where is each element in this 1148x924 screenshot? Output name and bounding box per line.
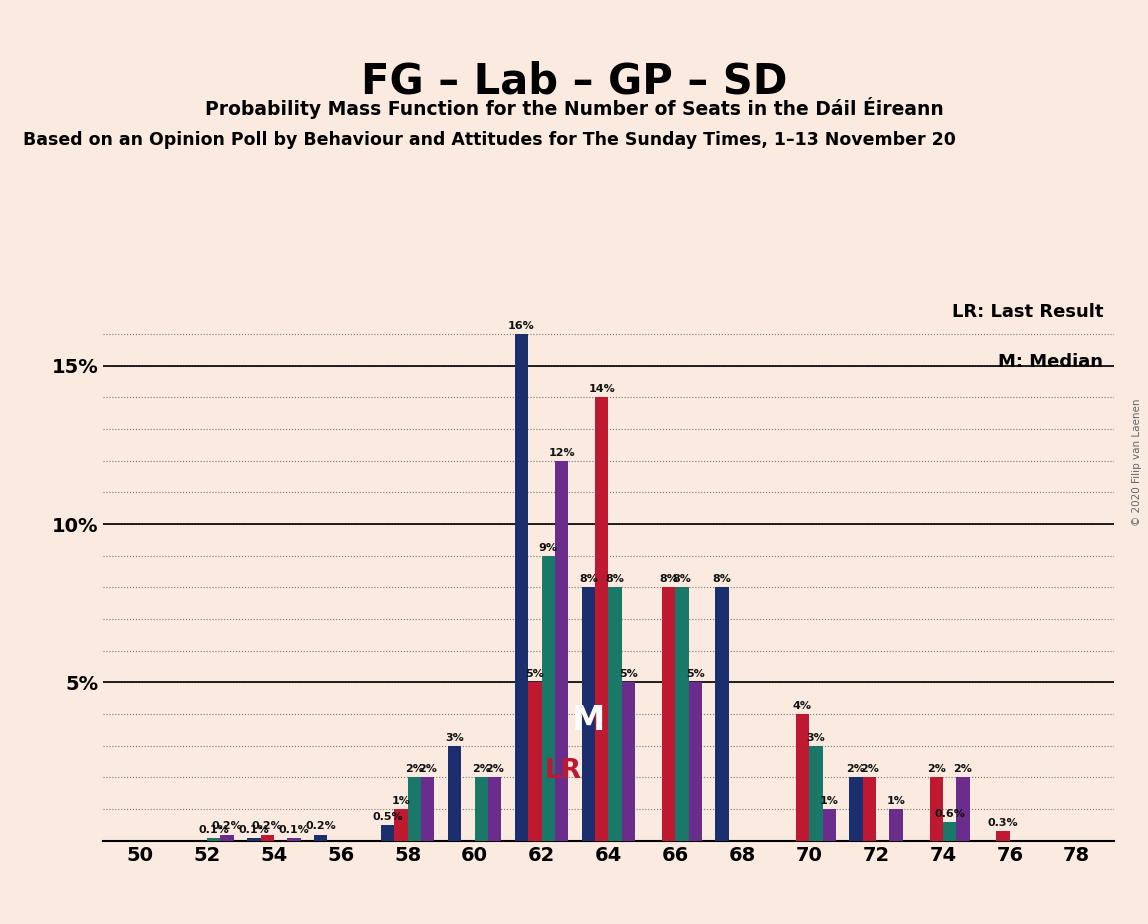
Text: 2%: 2% (846, 764, 866, 774)
Text: 0.2%: 0.2% (251, 821, 282, 832)
Bar (247, 838, 261, 841)
Text: 0.1%: 0.1% (239, 824, 270, 834)
Bar (474, 777, 488, 841)
Bar (595, 397, 608, 841)
Text: 2%: 2% (418, 764, 437, 774)
Bar (796, 714, 809, 841)
Text: 1%: 1% (391, 796, 411, 806)
Bar (822, 809, 836, 841)
Text: 8%: 8% (606, 574, 625, 584)
Bar (421, 777, 434, 841)
Text: 2%: 2% (472, 764, 490, 774)
Text: LR: Last Result: LR: Last Result (952, 303, 1103, 321)
Bar (956, 777, 970, 841)
Text: 5%: 5% (687, 669, 705, 679)
Bar (542, 555, 554, 841)
Text: 0.2%: 0.2% (211, 821, 242, 832)
Bar (207, 838, 220, 841)
Text: 2%: 2% (954, 764, 972, 774)
Text: 2%: 2% (405, 764, 424, 774)
Text: 16%: 16% (509, 321, 535, 331)
Text: 2%: 2% (926, 764, 946, 774)
Bar (514, 334, 528, 841)
Text: 3%: 3% (806, 733, 825, 743)
Bar (582, 588, 595, 841)
Text: 0.3%: 0.3% (988, 818, 1018, 828)
Text: 0.2%: 0.2% (305, 821, 336, 832)
Bar (220, 834, 234, 841)
Bar (862, 777, 876, 841)
Bar (395, 809, 408, 841)
Text: 8%: 8% (659, 574, 678, 584)
Bar (315, 834, 327, 841)
Text: 12%: 12% (549, 447, 575, 457)
Bar (996, 832, 1010, 841)
Bar (554, 461, 568, 841)
Text: M: M (572, 704, 605, 737)
Text: 0.1%: 0.1% (199, 824, 230, 834)
Text: 0.6%: 0.6% (934, 808, 965, 819)
Text: 8%: 8% (579, 574, 598, 584)
Text: 0.5%: 0.5% (372, 812, 403, 821)
Text: 1%: 1% (886, 796, 906, 806)
Bar (488, 777, 502, 841)
Bar (408, 777, 421, 841)
Text: 2%: 2% (486, 764, 504, 774)
Bar (675, 588, 689, 841)
Bar (261, 834, 274, 841)
Bar (809, 746, 822, 841)
Text: 5%: 5% (526, 669, 544, 679)
Text: FG – Lab – GP – SD: FG – Lab – GP – SD (360, 60, 788, 102)
Text: Probability Mass Function for the Number of Seats in the Dáil Éireann: Probability Mass Function for the Number… (204, 97, 944, 119)
Bar (662, 588, 675, 841)
Bar (715, 588, 729, 841)
Bar (381, 825, 395, 841)
Text: 8%: 8% (673, 574, 691, 584)
Text: 0.1%: 0.1% (279, 824, 309, 834)
Bar (890, 809, 902, 841)
Text: M: Median: M: Median (999, 353, 1103, 371)
Bar (622, 683, 635, 841)
Text: 1%: 1% (820, 796, 839, 806)
Bar (287, 838, 301, 841)
Text: 14%: 14% (589, 384, 615, 395)
Text: LR: LR (544, 759, 581, 784)
Bar (528, 683, 542, 841)
Bar (448, 746, 461, 841)
Text: 3%: 3% (445, 733, 464, 743)
Bar (850, 777, 862, 841)
Bar (943, 821, 956, 841)
Bar (689, 683, 703, 841)
Text: 4%: 4% (793, 701, 812, 711)
Bar (608, 588, 622, 841)
Text: Based on an Opinion Poll by Behaviour and Attitudes for The Sunday Times, 1–13 N: Based on an Opinion Poll by Behaviour an… (23, 131, 956, 149)
Text: 8%: 8% (713, 574, 731, 584)
Text: 5%: 5% (619, 669, 638, 679)
Text: © 2020 Filip van Laenen: © 2020 Filip van Laenen (1132, 398, 1142, 526)
Bar (930, 777, 943, 841)
Text: 9%: 9% (538, 542, 558, 553)
Text: 2%: 2% (860, 764, 879, 774)
